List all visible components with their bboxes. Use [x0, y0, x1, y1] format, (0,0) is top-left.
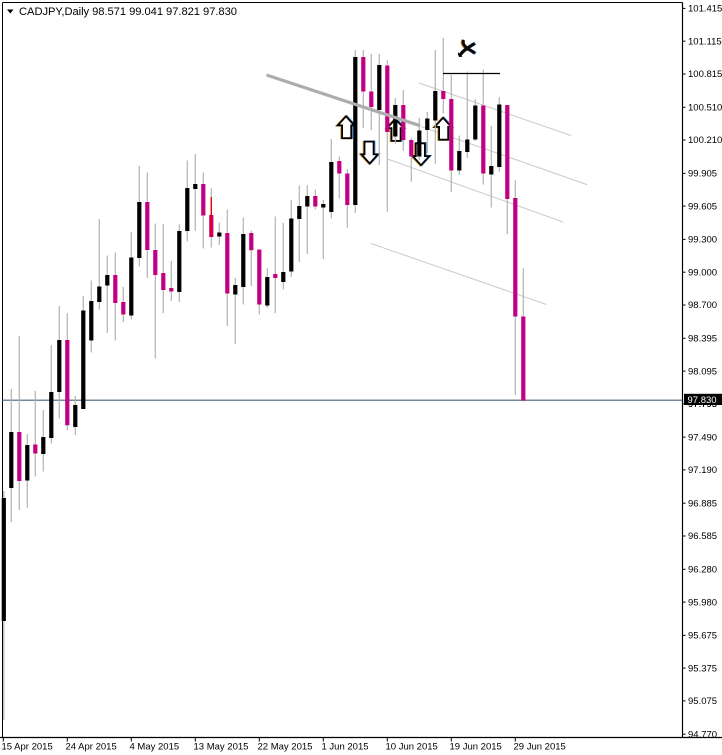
svg-text:95.980: 95.980: [688, 597, 717, 608]
svg-text:94.770: 94.770: [688, 729, 717, 740]
svg-text:100.510: 100.510: [688, 103, 722, 114]
svg-text:96.280: 96.280: [688, 565, 717, 576]
svg-text:CADJPY,Daily 98.571 99.041 97: CADJPY,Daily 98.571 99.041 97.821 97.830: [19, 6, 237, 18]
svg-text:99.905: 99.905: [688, 169, 717, 180]
svg-text:95.075: 95.075: [688, 696, 717, 707]
svg-text:10 Jun 2015: 10 Jun 2015: [386, 742, 438, 753]
svg-text:95.675: 95.675: [688, 631, 717, 642]
svg-text:99.300: 99.300: [688, 235, 717, 246]
svg-text:101.115: 101.115: [688, 36, 722, 47]
svg-text:97.490: 97.490: [688, 432, 717, 443]
svg-text:97.190: 97.190: [688, 465, 717, 476]
svg-text:99.605: 99.605: [688, 201, 717, 212]
svg-text:96.885: 96.885: [688, 498, 717, 509]
svg-text:98.095: 98.095: [688, 366, 717, 377]
svg-text:1 Jun 2015: 1 Jun 2015: [322, 742, 369, 753]
svg-text:29 Jun 2015: 29 Jun 2015: [514, 742, 566, 753]
svg-text:15 Apr 2015: 15 Apr 2015: [2, 742, 53, 753]
svg-text:96.585: 96.585: [688, 531, 717, 542]
svg-text:98.395: 98.395: [688, 334, 717, 345]
svg-text:13 May 2015: 13 May 2015: [194, 742, 249, 753]
svg-text:24 Apr 2015: 24 Apr 2015: [66, 742, 117, 753]
svg-text:95.375: 95.375: [688, 663, 717, 674]
svg-text:97.830: 97.830: [688, 395, 717, 406]
svg-text:19 Jun 2015: 19 Jun 2015: [450, 742, 502, 753]
svg-text:4 May 2015: 4 May 2015: [130, 742, 180, 753]
svg-text:22 May 2015: 22 May 2015: [258, 742, 313, 753]
svg-text:100.210: 100.210: [688, 135, 722, 146]
svg-text:98.700: 98.700: [688, 300, 717, 311]
svg-text:101.415: 101.415: [688, 4, 722, 15]
svg-text:100.815: 100.815: [688, 69, 722, 80]
svg-text:99.000: 99.000: [688, 267, 717, 278]
